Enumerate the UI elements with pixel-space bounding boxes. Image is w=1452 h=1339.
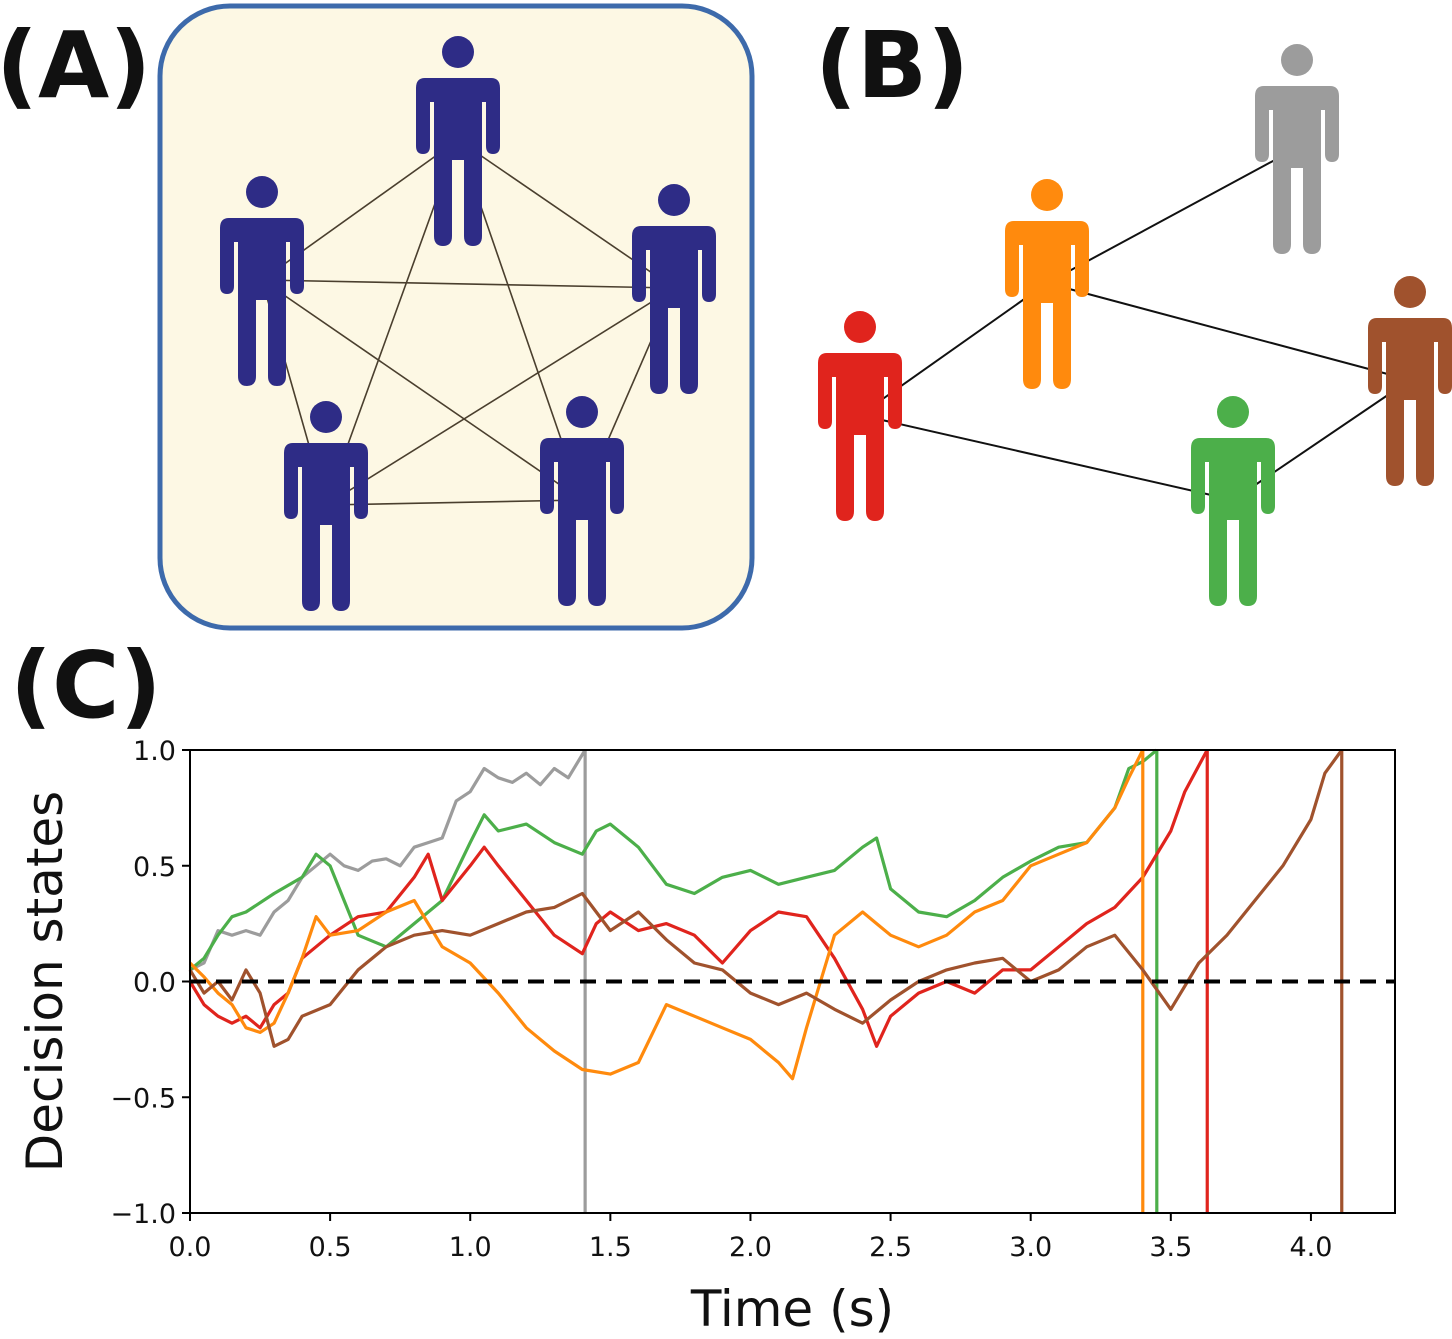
- person-green-icon: [1191, 396, 1275, 606]
- y-axis-ticks: −1.0 −0.5 0.0 0.5 1.0: [110, 736, 190, 1230]
- y-axis-label: Decision states: [16, 791, 74, 1172]
- panel-a-edge: [261, 279, 675, 289]
- x-tick-label: 4.0: [1289, 1232, 1332, 1263]
- person-gray-icon: [1255, 44, 1339, 254]
- x-tick-label: 2.5: [869, 1232, 912, 1263]
- panel-label-a: (A): [0, 12, 152, 119]
- panel-a-edge: [261, 279, 583, 501]
- panel-label-b: (B): [815, 12, 970, 119]
- panel-b-edges: [859, 147, 1411, 501]
- panel-b-edge: [1046, 282, 1411, 381]
- panel-a-network: [157, 3, 755, 631]
- y-tick-label: 0.5: [133, 852, 176, 883]
- panel-b-people: [818, 44, 1452, 606]
- x-tick-label: 0.5: [309, 1232, 352, 1263]
- x-axis-ticks: 0.0 0.5 1.0 1.5 2.0 2.5 3.0 3.5 4.0: [169, 1213, 1332, 1263]
- y-tick-label: −1.0: [110, 1199, 176, 1230]
- person-brown-icon: [1368, 276, 1452, 486]
- series-line: [188, 749, 1344, 1048]
- x-tick-label: 2.0: [729, 1232, 772, 1263]
- series-line: [188, 748, 1158, 972]
- x-axis-label: Time (s): [690, 1280, 894, 1338]
- panel-b-network: [818, 44, 1452, 606]
- person-orange-icon: [1005, 179, 1089, 389]
- y-tick-label: 1.0: [133, 736, 176, 767]
- y-tick-label: 0.0: [133, 968, 176, 999]
- person-red-icon: [818, 311, 902, 521]
- y-tick-label: −0.5: [110, 1083, 176, 1114]
- panel-a-edge: [325, 499, 583, 506]
- panel-a-edge: [325, 287, 675, 506]
- x-tick-label: 0.0: [169, 1232, 212, 1263]
- decision-chart: 0.0 0.5 1.0 1.5 2.0 2.5 3.0 3.5 4.0 −1.0−0.50.00…: [16, 736, 1396, 1338]
- x-tick-label: 1.0: [449, 1232, 492, 1263]
- x-tick-label: 3.0: [1009, 1232, 1052, 1263]
- panel-b-edge: [859, 414, 1234, 501]
- x-tick-label: 3.5: [1149, 1232, 1192, 1263]
- x-tick-label: 1.5: [589, 1232, 632, 1263]
- series-line: [189, 749, 587, 972]
- series-line: [188, 749, 1145, 1081]
- panel-label-c: (C): [10, 632, 162, 739]
